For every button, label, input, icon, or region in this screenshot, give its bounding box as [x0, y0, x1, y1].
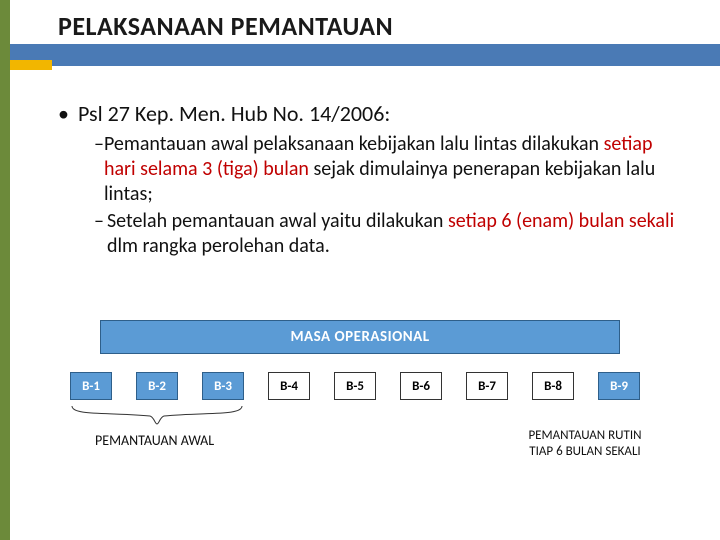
label-pemantauan-rutin: PEMANTAUAN RUTIN TIAP 6 BULAN SEKALI [490, 428, 680, 460]
cell-b3: B-3 [202, 372, 244, 400]
cell-b7: B-7 [466, 372, 508, 400]
cell-b1: B-1 [70, 372, 112, 400]
main-bullet-text: Psl 27 Kep. Men. Hub No. 14/2006: [78, 100, 390, 128]
masa-operasional-label: MASA OPERASIONAL [290, 328, 429, 346]
label-pemantauan-awal: PEMANTAUAN AWAL [95, 432, 214, 449]
cell-b9: B-9 [598, 372, 640, 400]
label-rutin-line2: TIAP 6 BULAN SEKALI [529, 444, 640, 459]
dash-icon: – [94, 209, 107, 259]
bracket-svg [70, 404, 244, 428]
cell-b2: B-2 [136, 372, 178, 400]
sub-bullet-2-text: Setelah pemantauan awal yaitu dilakukan … [107, 209, 678, 259]
content-area: • Psl 27 Kep. Men. Hub No. 14/2006: – Pe… [58, 100, 678, 261]
cell-b5: B-5 [334, 372, 376, 400]
sub2-pre: Setelah pemantauan awal yaitu dilakukan [107, 209, 448, 233]
cell-b4: B-4 [268, 372, 310, 400]
sub-bullet-1: – Pemantauan awal pelaksanaan kebijakan … [94, 132, 678, 207]
sub1-pre: Pemantauan awal pelaksanaan kebijakan la… [104, 132, 604, 156]
header-blue-bar [10, 44, 720, 66]
sub2-post: dlm rangka perolehan data. [107, 234, 330, 258]
yellow-accent-tab [10, 60, 52, 70]
masa-operasional-box: MASA OPERASIONAL [100, 320, 620, 354]
cell-b8: B-8 [532, 372, 574, 400]
main-bullet: • Psl 27 Kep. Men. Hub No. 14/2006: [58, 100, 678, 128]
dash-icon: – [94, 132, 104, 207]
sub2-red: setiap 6 (enam) bulan sekali [448, 209, 674, 233]
sub-bullet-list: – Pemantauan awal pelaksanaan kebijakan … [94, 132, 678, 259]
left-accent-stripe [0, 0, 10, 540]
bullet-dot: • [58, 100, 78, 128]
curly-bracket [70, 404, 244, 428]
cell-b6: B-6 [400, 372, 442, 400]
sub-bullet-1-text: Pemantauan awal pelaksanaan kebijakan la… [104, 132, 678, 207]
sub-bullet-2: – Setelah pemantauan awal yaitu dilakuka… [94, 209, 678, 259]
label-rutin-line1: PEMANTAUAN RUTIN [528, 428, 641, 443]
slide-title: PELAKSANAAN PEMANTAUAN [58, 10, 393, 42]
month-row: B-1 B-2 B-3 B-4 B-5 B-6 B-7 B-8 B-9 [70, 372, 640, 400]
